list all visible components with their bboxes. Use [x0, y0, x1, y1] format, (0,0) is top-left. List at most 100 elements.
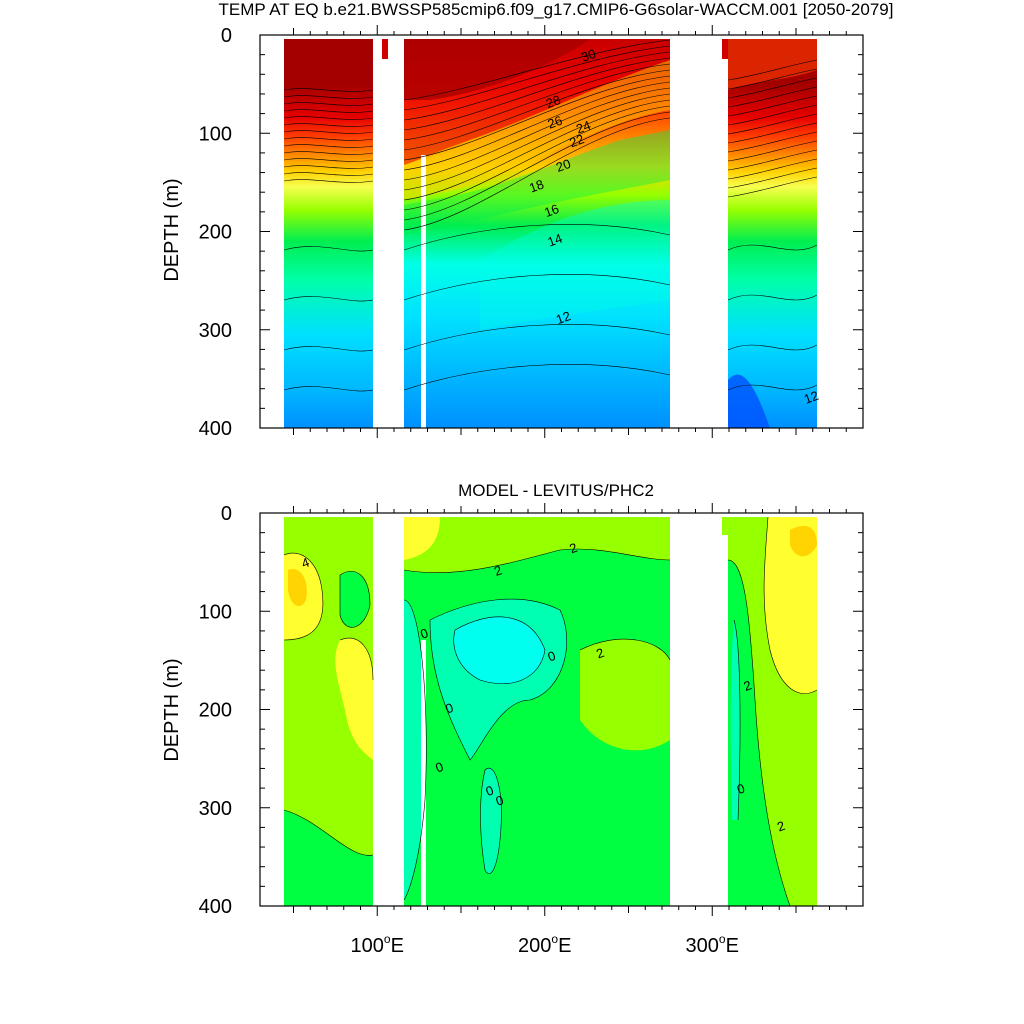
- contour-label: 0: [433, 759, 445, 776]
- contour-line: [403, 224, 671, 251]
- bottom-land-gap: [421, 640, 426, 906]
- top-title: TEMP AT EQ b.e21.BWSSP585cmip6.f09_g17.C…: [219, 0, 894, 19]
- contour-label: 16: [542, 201, 561, 220]
- contour-line: [727, 244, 818, 251]
- contour-line: [283, 246, 374, 252]
- contour-line: [727, 131, 818, 153]
- contour-label: 14: [546, 231, 565, 250]
- contour-line: [403, 51, 671, 121]
- contour-line: [283, 109, 374, 113]
- contour-line: [727, 140, 818, 162]
- contour-line: [283, 144, 374, 148]
- contour-line: [403, 599, 427, 901]
- y-tick-label: 0: [221, 25, 232, 47]
- top-land-stub-2: [722, 39, 728, 59]
- top-land-gap: [421, 155, 426, 428]
- y-tick-label: 0: [221, 503, 232, 525]
- contour-line: [403, 69, 671, 151]
- contour-label: 28: [544, 92, 563, 111]
- top-land-stub: [382, 39, 388, 59]
- top-thermocline-band: [404, 60, 670, 200]
- contour-line: [283, 165, 374, 169]
- contour-label: 0: [735, 780, 747, 797]
- bottom-title: MODEL - LEVITUS/PHC2: [458, 481, 654, 500]
- contour-line: [283, 296, 374, 302]
- y-tick-label: 300: [199, 798, 232, 820]
- contour-line: [283, 130, 374, 134]
- contour-line: [403, 63, 671, 141]
- contour-line: [283, 386, 374, 392]
- contour-line: [403, 364, 671, 391]
- contour-line: [339, 570, 371, 628]
- bottom-field: [283, 516, 818, 906]
- contour-label: 22: [567, 131, 586, 150]
- contour-line: [403, 39, 671, 101]
- contour-line: [283, 809, 374, 856]
- contour-label: 2: [567, 540, 579, 557]
- bottom-atlantic-warm: [764, 517, 817, 694]
- x-tick-label: 200oE: [518, 932, 571, 957]
- bottom-pacific-warm-west: [404, 517, 440, 560]
- contour-line: [727, 77, 818, 99]
- contour-line: [283, 137, 374, 141]
- bottom-indian-green-patch: [340, 571, 370, 628]
- contour-line: [403, 105, 671, 211]
- contour-line: [403, 45, 671, 111]
- contour-line: [403, 274, 671, 301]
- contour-line: [283, 116, 374, 120]
- contour-line: [403, 111, 671, 221]
- contour-line: [403, 57, 671, 131]
- y-tick-label: 100: [199, 601, 232, 623]
- contour-label: 24: [574, 118, 593, 137]
- y-tick-label: 200: [199, 222, 232, 244]
- contour-line: [283, 346, 374, 352]
- contour-label: 4: [299, 555, 311, 572]
- contour-line: [283, 95, 374, 99]
- contour-line: [727, 113, 818, 135]
- contour-line: [403, 117, 671, 231]
- contour-line: [733, 619, 741, 821]
- contour-line: [727, 158, 818, 180]
- contour-line: [727, 167, 818, 189]
- contour-label: 2: [492, 562, 504, 579]
- top-panel: TEMP AT EQ b.e21.BWSSP585cmip6.f09_g17.C…: [161, 0, 893, 440]
- contour-line: [763, 516, 818, 694]
- contour-line: [403, 548, 671, 573]
- contour-line: [727, 559, 791, 906]
- bottom-x-tick-labels: 100oE 200oE 300oE: [351, 932, 739, 957]
- contour-label: 2: [742, 677, 754, 694]
- contour-line: [283, 123, 374, 127]
- contour-label: 12: [802, 388, 821, 407]
- top-green-band: [404, 130, 670, 235]
- contour-line: [579, 638, 671, 661]
- contour-line: [283, 172, 374, 176]
- y-tick-label: 400: [199, 418, 232, 440]
- contour-line: [283, 151, 374, 155]
- bottom-y-axis-label: DEPTH (m): [161, 658, 183, 761]
- contour-line: [727, 344, 818, 351]
- bottom-pacific-cool-west: [404, 600, 427, 900]
- x-tick-label: 300oE: [686, 932, 739, 957]
- contour-line: [727, 68, 818, 90]
- contour-label: 2: [775, 818, 787, 835]
- contour-line: [403, 324, 671, 351]
- contour-label: 0: [443, 700, 455, 717]
- contour-line: [283, 88, 374, 92]
- y-tick-label: 200: [199, 700, 232, 722]
- contour-label: 2: [594, 645, 606, 662]
- contour-line: [727, 95, 818, 117]
- x-tick-label: 100oE: [351, 932, 404, 957]
- top-contour-lines: [283, 39, 818, 392]
- top-cyan-band: [480, 200, 670, 330]
- top-indian-ocean-field: [284, 39, 373, 428]
- bottom-indian-warm-core: [288, 569, 307, 607]
- bottom-y-tick-labels: 0 100 200 300 400: [199, 503, 232, 918]
- contour-line: [727, 176, 818, 198]
- contour-label: 0: [546, 648, 558, 665]
- contour-line: [339, 637, 374, 681]
- contour-line: [283, 552, 324, 641]
- top-warm-core: [404, 39, 590, 100]
